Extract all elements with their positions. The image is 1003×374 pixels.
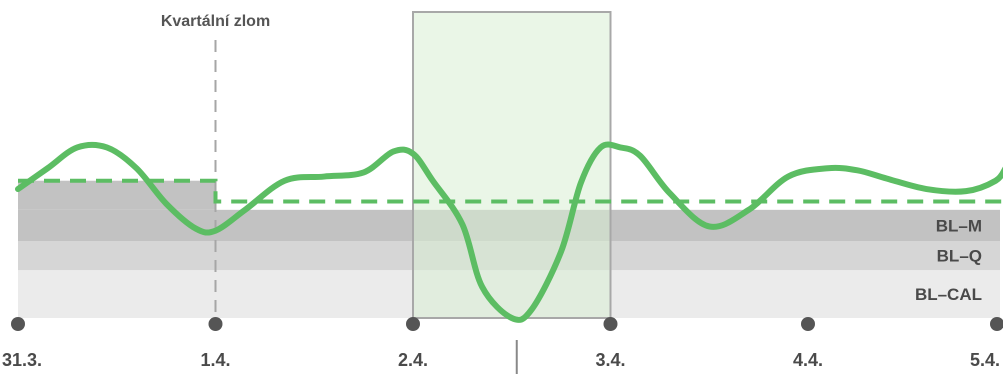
x-tick-dot	[801, 317, 815, 331]
x-tick-label: 4.4.	[793, 350, 823, 370]
band-label: BL–M	[936, 216, 982, 235]
quarterly-break-label: Kvartální zlom	[161, 13, 270, 30]
x-tick-dot	[406, 317, 420, 331]
band-upper-3	[18, 180, 216, 210]
series-line-solid	[15, 141, 1003, 323]
x-tick-label: 5.4.	[970, 350, 1000, 370]
x-tick-label: 3.4.	[595, 350, 625, 370]
labels-group: BL–CAL BL–Q BL–M Kvartální zlom	[161, 13, 982, 304]
x-tick-label: 2.4.	[398, 350, 428, 370]
band-label: BL–Q	[937, 247, 982, 266]
highlight-range	[412, 11, 612, 374]
x-tick-dot	[208, 317, 223, 331]
x-tick-dot	[990, 317, 1003, 331]
x-axis: 31.3. 1.4. 2.4. 3.4. 4.4. 5.4.	[2, 317, 1003, 370]
x-tick-dot	[11, 317, 25, 331]
series-group	[15, 141, 1003, 323]
x-tick-label: 1.4.	[200, 350, 230, 370]
x-tick-dot	[603, 317, 618, 331]
highlight-box	[412, 11, 612, 319]
x-tick-label: 31.3.	[2, 350, 42, 370]
series-line-dashed	[18, 178, 1003, 204]
band-label: BL–CAL	[915, 285, 982, 304]
